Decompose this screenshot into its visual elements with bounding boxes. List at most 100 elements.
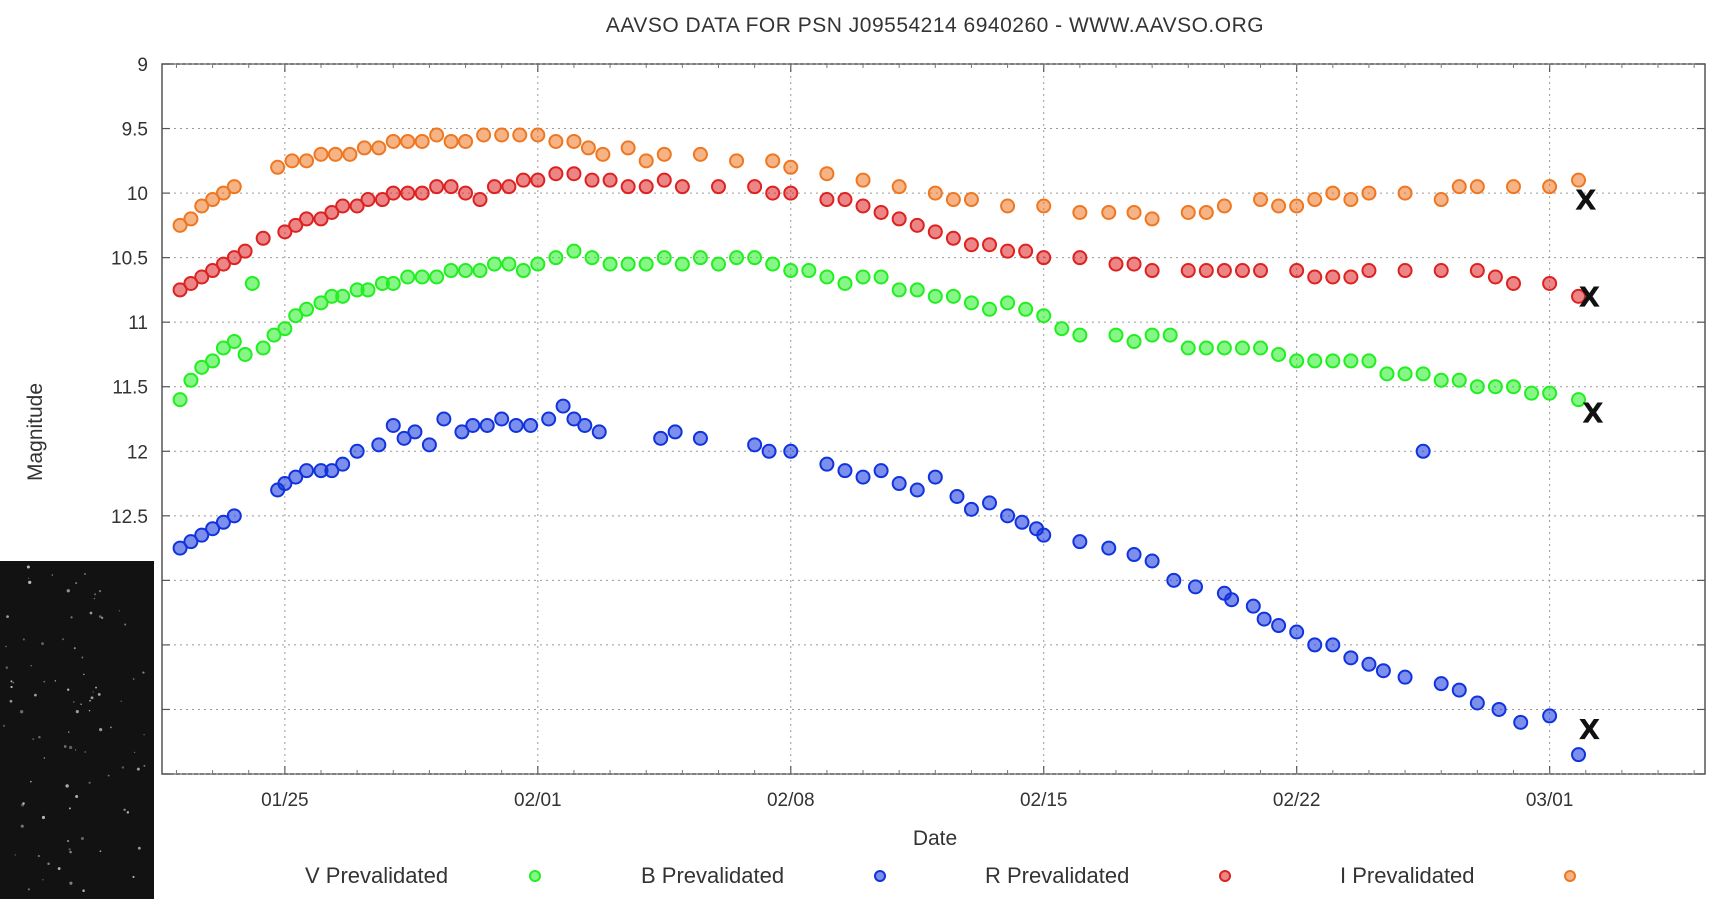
data-point (443, 179, 459, 195)
star (57, 867, 61, 870)
data-point (436, 411, 452, 427)
data-point (284, 153, 300, 169)
data-point (429, 127, 445, 143)
data-point (1253, 263, 1269, 279)
y-tick-label: 10.5 (111, 249, 148, 270)
data-point (1325, 637, 1341, 653)
data-point (429, 269, 445, 285)
plot-area (161, 63, 1706, 775)
data-point (1072, 534, 1088, 550)
data-point (515, 172, 531, 188)
data-point (1343, 192, 1359, 208)
star (38, 735, 41, 739)
data-point (172, 282, 188, 298)
y-tick-label: 11.5 (112, 378, 148, 399)
data-point (692, 430, 708, 446)
data-point (194, 269, 210, 285)
star (83, 673, 85, 676)
data-point (458, 263, 474, 279)
data-point (1571, 747, 1587, 763)
data-point (385, 185, 401, 201)
legend-label: I Prevalidated (1340, 863, 1475, 888)
star (51, 574, 53, 576)
data-point (458, 185, 474, 201)
star (80, 703, 82, 706)
star (118, 610, 121, 612)
data-point (407, 424, 423, 440)
data-point (945, 192, 961, 208)
star (74, 749, 77, 751)
data-point (472, 263, 488, 279)
data-point (1036, 250, 1052, 266)
star (28, 580, 32, 585)
data-point (761, 443, 777, 459)
data-point (486, 256, 502, 272)
data-point (1451, 372, 1467, 388)
series-b-prevalidated (172, 398, 1587, 763)
uncertain-x-mark: X (1582, 397, 1604, 430)
star (124, 623, 127, 626)
star (70, 616, 73, 619)
data-point (1325, 185, 1341, 201)
star (121, 766, 125, 769)
data-point (1271, 346, 1287, 362)
data-point (1505, 275, 1521, 291)
data-point (1108, 256, 1124, 272)
data-point (1505, 179, 1521, 195)
data-point (1469, 379, 1485, 395)
data-point (1325, 269, 1341, 285)
data-point (541, 411, 557, 427)
star (5, 645, 7, 648)
data-point (1571, 392, 1587, 408)
data-point (226, 508, 242, 524)
star (26, 565, 30, 569)
star (68, 807, 71, 810)
star (41, 815, 46, 820)
y-tick-label: 12 (127, 442, 148, 463)
data-point (1542, 708, 1558, 724)
data-point (501, 256, 517, 272)
data-point (674, 179, 690, 195)
data-point (1343, 269, 1359, 285)
star (47, 862, 50, 865)
data-point (1343, 353, 1359, 369)
data-point (400, 185, 416, 201)
data-point (1361, 656, 1377, 672)
data-point (891, 179, 907, 195)
x-tick-label: 02/15 (1020, 790, 1068, 811)
y-axis-tick-labels: 9 9.5 10 10.5 11 11.5 12 12.5 (111, 55, 148, 528)
x-tick-label: 01/25 (261, 790, 309, 811)
data-point (1397, 669, 1413, 685)
data-point (1433, 192, 1449, 208)
data-point (638, 179, 654, 195)
data-point (270, 159, 286, 175)
data-point (429, 179, 445, 195)
legend-label: R Prevalidated (985, 863, 1129, 888)
data-point (374, 192, 390, 208)
data-point (342, 146, 358, 162)
data-point (530, 127, 546, 143)
data-point (1036, 308, 1052, 324)
data-point (1014, 514, 1030, 530)
data-point (1289, 624, 1305, 640)
star (34, 693, 37, 697)
star (126, 811, 130, 814)
star (2, 724, 6, 727)
data-point (927, 288, 943, 304)
data-point (656, 250, 672, 266)
data-point (465, 417, 481, 433)
data-point (692, 146, 708, 162)
data-point (837, 275, 853, 291)
data-point (1187, 579, 1203, 595)
data-point (909, 282, 925, 298)
data-point (584, 172, 600, 188)
star (88, 781, 91, 784)
data-point (266, 327, 282, 343)
star (123, 808, 126, 811)
data-point (729, 250, 745, 266)
data-point (1144, 327, 1160, 343)
data-point (1271, 618, 1287, 634)
data-point (1216, 340, 1232, 356)
data-point (172, 540, 188, 556)
star (10, 680, 13, 683)
